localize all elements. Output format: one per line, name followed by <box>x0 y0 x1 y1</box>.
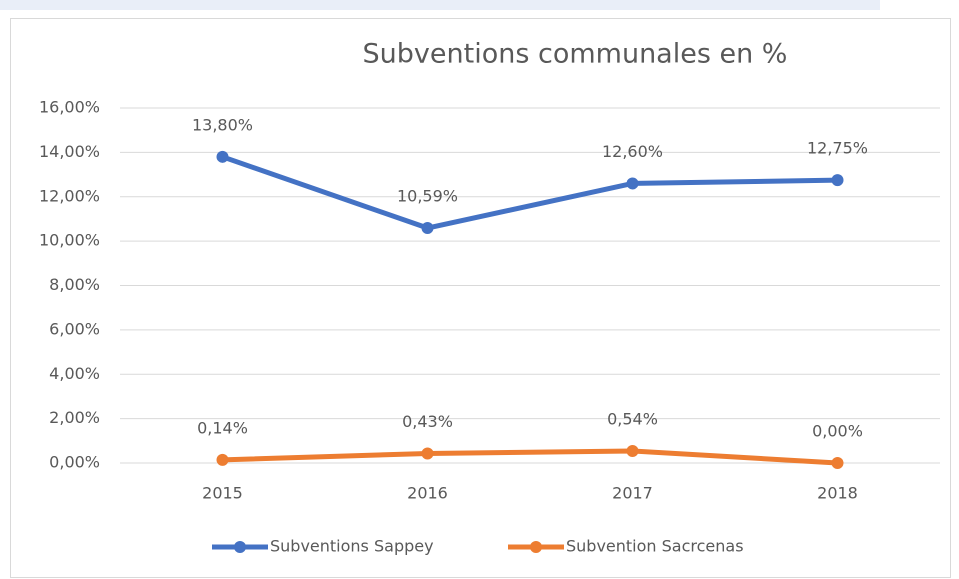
chart-frame <box>10 18 951 578</box>
point <box>626 177 639 190</box>
series-line <box>221 154 838 231</box>
y-tick-label: 0,00% <box>49 453 100 472</box>
series-line <box>222 448 838 466</box>
x-tick-label: 2017 <box>612 484 653 503</box>
legend-marker <box>234 541 246 553</box>
x-tick-label: 2015 <box>202 484 243 503</box>
point <box>421 222 434 235</box>
y-tick-label: 12,00% <box>39 186 100 205</box>
data-label: 0,14% <box>197 418 248 437</box>
y-tick-label: 6,00% <box>49 319 100 338</box>
point <box>626 445 639 458</box>
legend-label: Subvention Sacrcenas <box>566 537 744 556</box>
data-label: 12,60% <box>602 142 663 161</box>
y-tick-label: 8,00% <box>49 275 100 294</box>
y-tick-label: 10,00% <box>39 231 100 250</box>
top-strip <box>0 0 880 10</box>
point <box>831 457 844 469</box>
point <box>831 174 844 187</box>
data-label: 10,59% <box>397 187 458 206</box>
y-tick-label: 2,00% <box>49 408 100 427</box>
x-tick-label: 2018 <box>817 484 858 503</box>
data-label: 13,80% <box>192 115 253 134</box>
y-tick-label: 16,00% <box>39 98 100 117</box>
y-tick-label: 4,00% <box>49 364 100 383</box>
point <box>216 150 229 163</box>
legend-marker <box>530 541 542 553</box>
data-label: 12,75% <box>807 139 868 158</box>
point <box>421 447 434 460</box>
data-label: 0,54% <box>607 410 658 429</box>
y-tick-label: 14,00% <box>39 142 100 161</box>
data-label: 0,43% <box>402 412 453 431</box>
data-label: 0,00% <box>812 422 863 441</box>
legend-label: Subventions Sappey <box>270 537 434 556</box>
x-tick-label: 2016 <box>407 484 448 503</box>
chart-title: Subventions communales en % <box>363 39 788 70</box>
point <box>216 453 229 466</box>
